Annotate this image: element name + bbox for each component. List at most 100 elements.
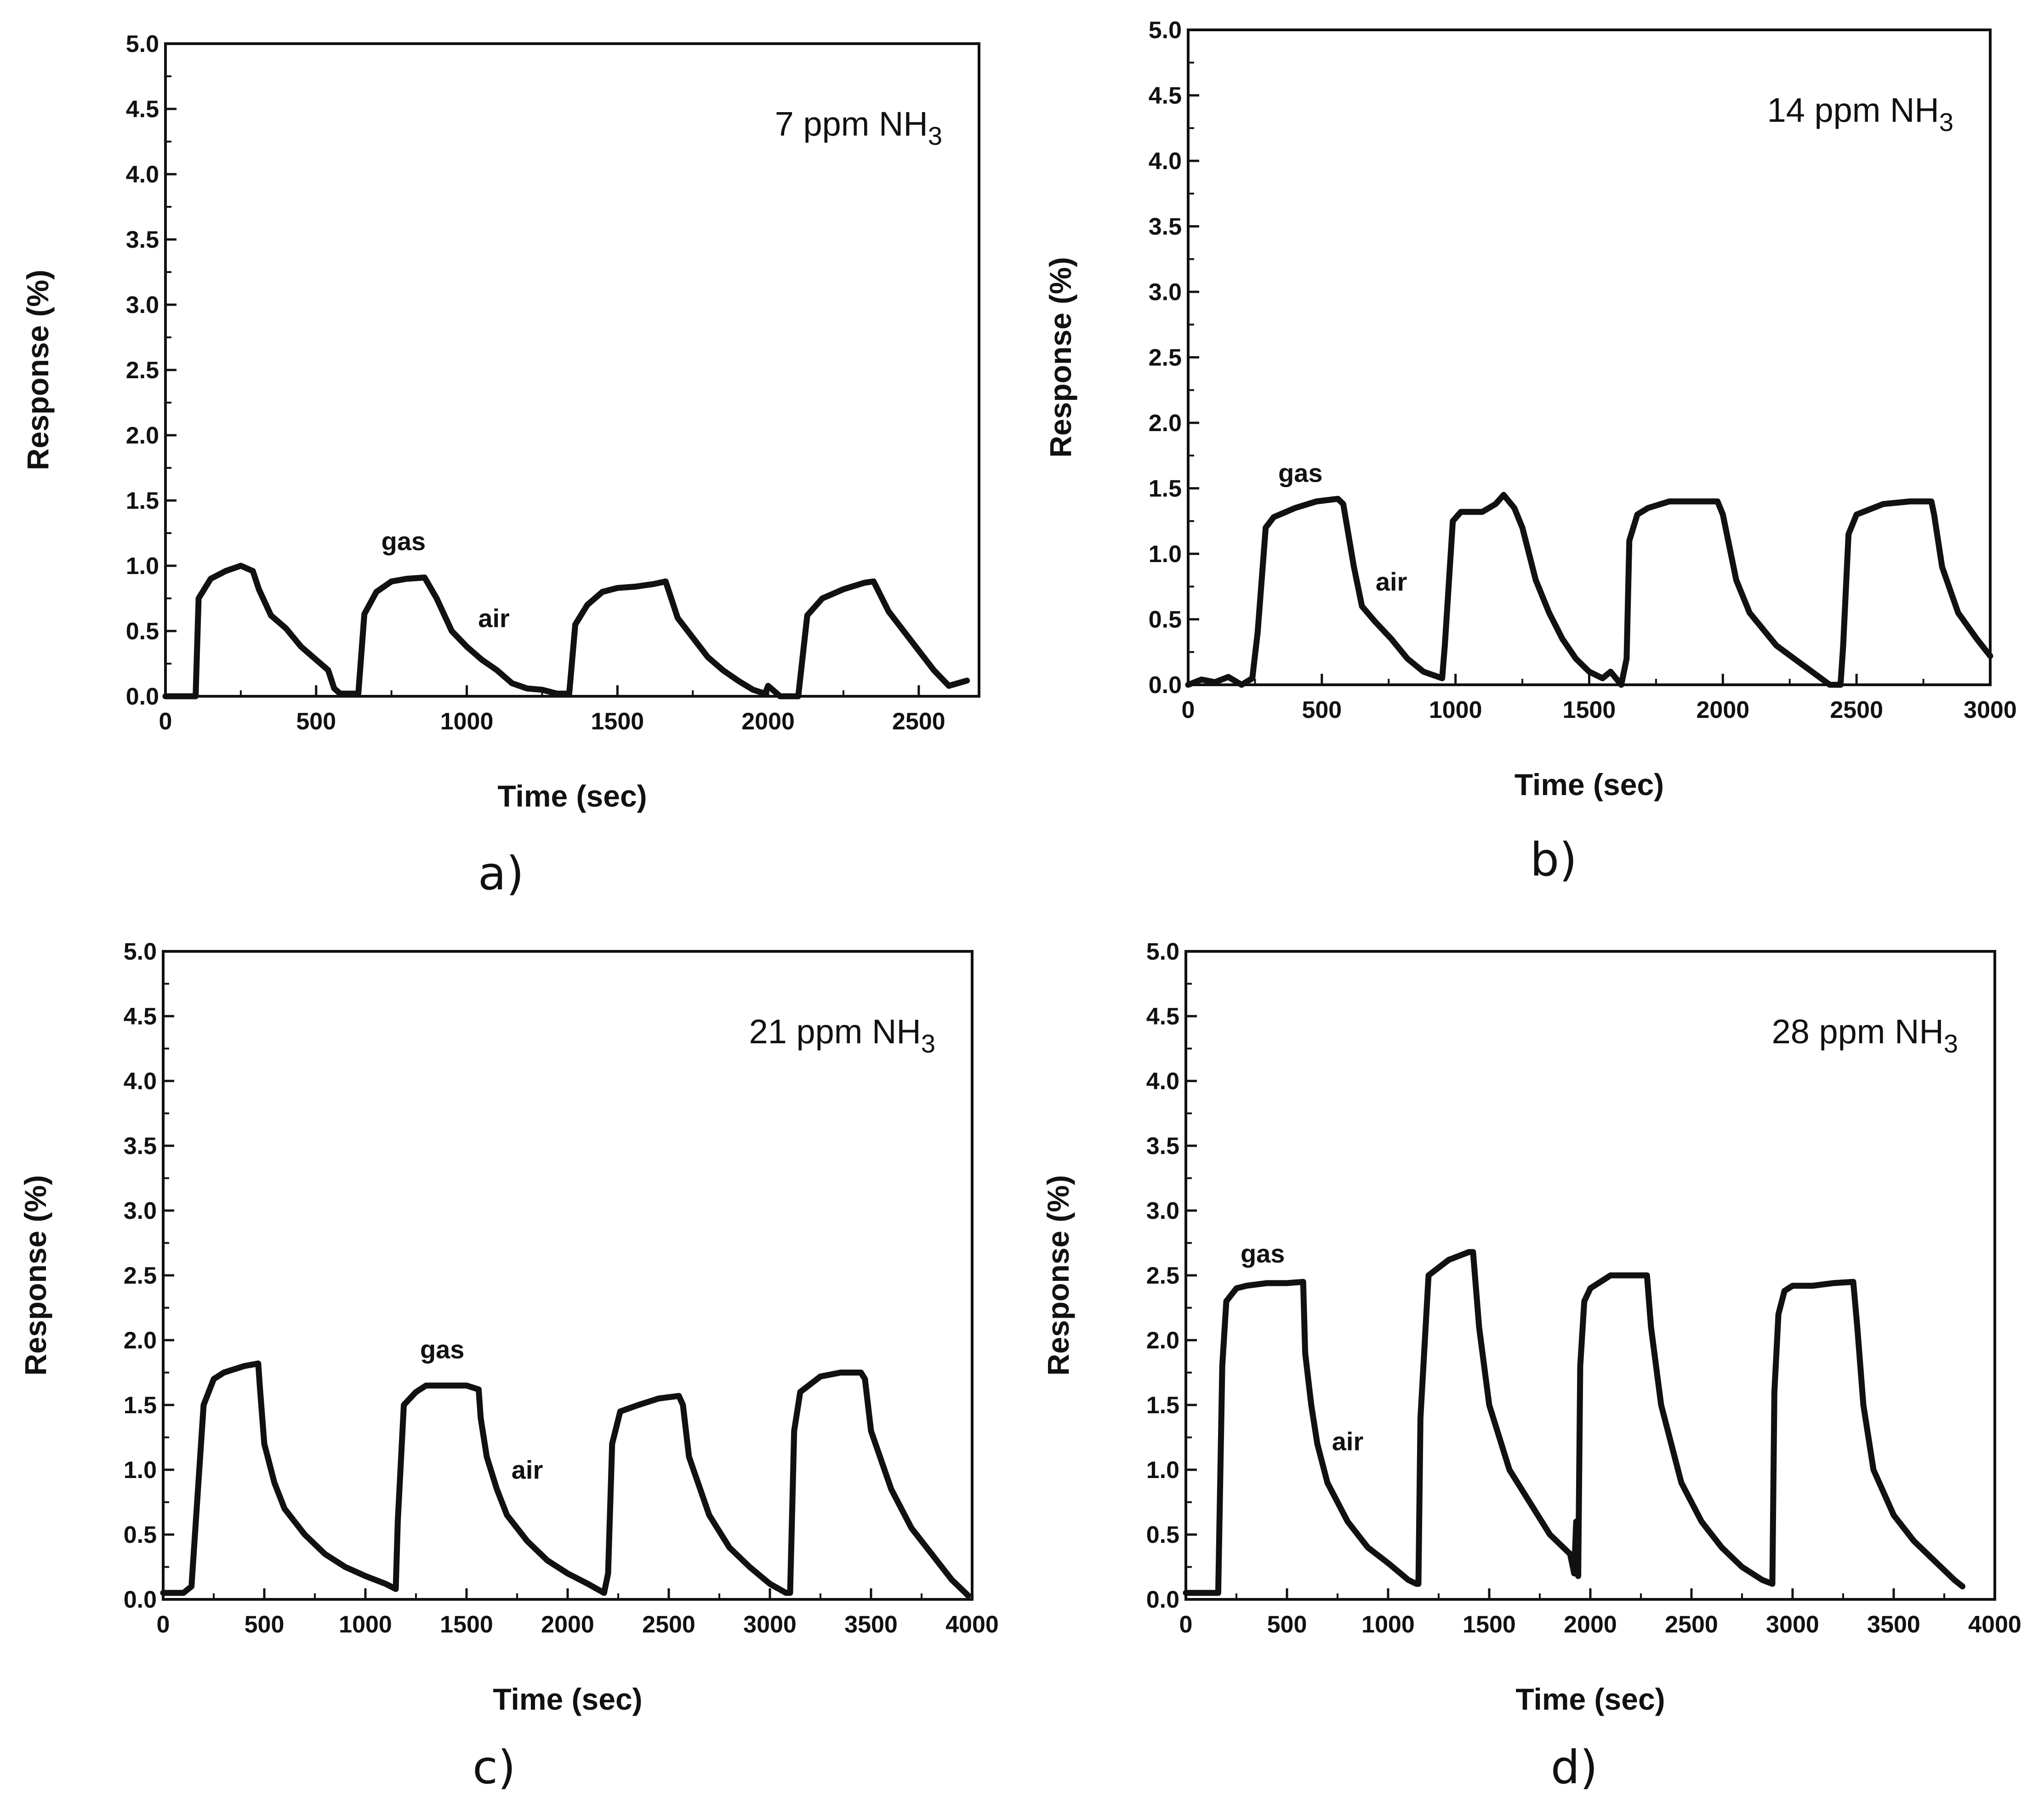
- y-tick-label: 1.0: [1149, 541, 1182, 568]
- y-axis-title: Response (%): [18, 1175, 52, 1376]
- series-line: [162, 563, 970, 699]
- y-tick-label: 3.5: [1149, 214, 1182, 240]
- annotation-air: air: [512, 1456, 543, 1484]
- y-tick-label: 0.5: [124, 1522, 157, 1548]
- x-tick-label: 2000: [741, 708, 795, 735]
- chart-title: 14 ppm NH3: [1767, 91, 1953, 136]
- x-tick-label: 4000: [945, 1611, 999, 1638]
- x-tick-label: 2500: [642, 1611, 695, 1638]
- panel-label: b): [1530, 833, 1577, 887]
- x-tick-label: 0: [157, 1611, 170, 1638]
- x-tick-label: 1500: [591, 708, 644, 735]
- y-tick-label: 1.5: [1149, 476, 1182, 502]
- y-tick-label: 3.5: [126, 227, 159, 253]
- x-axis-title: Time (sec): [493, 1682, 642, 1716]
- x-tick-label: 2500: [1665, 1611, 1718, 1638]
- x-tick-label: 2000: [541, 1611, 594, 1638]
- y-tick-label: 2.0: [1149, 410, 1182, 437]
- y-tick-label: 4.5: [1149, 83, 1182, 109]
- y-tick-label: 0.0: [1149, 672, 1182, 699]
- y-tick-label: 0.5: [1146, 1522, 1179, 1548]
- y-tick-label: 5.0: [1149, 17, 1182, 44]
- y-tick-label: 5.0: [1146, 938, 1179, 965]
- x-tick-label: 3500: [844, 1611, 898, 1638]
- annotation-gas: gas: [420, 1335, 465, 1364]
- y-tick-label: 1.0: [126, 553, 159, 580]
- panel-d: 0.0 0.5 1.0 1.5 2.0 2.5 3.0 3.5 4.0 4.5 5.0 0 500 100…: [1041, 938, 2021, 1794]
- panel-label: a): [478, 847, 524, 900]
- x-tick-label: 3000: [743, 1611, 797, 1638]
- series-line: [160, 1360, 971, 1598]
- x-tick-label: 1000: [1361, 1611, 1415, 1638]
- y-axis-title: Response (%): [21, 270, 55, 470]
- y-tick-label: 0.5: [1149, 607, 1182, 633]
- x-tick-label: 1500: [440, 1611, 493, 1638]
- y-tick-label: 1.5: [126, 488, 159, 514]
- x-tick-label: 500: [1267, 1611, 1307, 1638]
- y-tick-label: 3.0: [126, 292, 159, 318]
- panel-a: 0.0 0.5 1.0 1.5 2.0 2.5 3.0 3.5 4.0 4.5 5.0 0 500 100…: [21, 31, 980, 900]
- y-tick-label: 1.5: [1146, 1392, 1179, 1419]
- x-tick-label: 500: [296, 708, 336, 735]
- x-tick-label: 1500: [1563, 697, 1616, 723]
- y-tick-label: 4.0: [124, 1068, 157, 1095]
- y-tick-label: 2.5: [124, 1262, 157, 1289]
- y-tick-label: 2.0: [1146, 1327, 1179, 1354]
- x-tick-label: 4000: [1968, 1611, 2021, 1638]
- x-axis-title: Time (sec): [497, 779, 647, 813]
- panel-label: c): [473, 1740, 516, 1794]
- x-tick-label: 1000: [440, 708, 494, 735]
- x-tick-label: 2000: [1564, 1611, 1617, 1638]
- y-tick-label: 2.0: [126, 422, 159, 449]
- x-tick-label: 500: [1302, 697, 1342, 723]
- y-axis-title: Response (%): [1043, 257, 1077, 457]
- chart-title: 7 ppm NH3: [775, 105, 942, 150]
- annotation-air: air: [1376, 567, 1407, 596]
- x-tick-label: 2500: [1830, 697, 1883, 723]
- x-tick-label: 2500: [892, 708, 945, 735]
- y-tick-label: 0.0: [126, 683, 159, 710]
- y-tick-label: 3.5: [124, 1133, 157, 1160]
- y-tick-label: 3.0: [124, 1198, 157, 1224]
- y-tick-label: 4.0: [1149, 148, 1182, 175]
- y-tick-label: 3.0: [1149, 279, 1182, 306]
- y-tick-label: 0.0: [1146, 1587, 1179, 1613]
- x-tick-label: 1500: [1463, 1611, 1516, 1638]
- x-tick-label: 0: [1179, 1611, 1193, 1638]
- x-tick-label: 500: [245, 1611, 285, 1638]
- annotation-gas: gas: [381, 527, 426, 556]
- y-tick-label: 5.0: [126, 31, 159, 57]
- y-tick-label: 2.0: [124, 1327, 157, 1354]
- y-tick-label: 3.5: [1146, 1133, 1179, 1160]
- panel-c: 0.0 0.5 1.0 1.5 2.0 2.5 3.0 3.5 4.0 4.5 5.0 0 500 100…: [18, 938, 999, 1794]
- y-tick-label: 5.0: [124, 938, 157, 965]
- panel-label: d): [1551, 1740, 1598, 1794]
- chart-title: 21 ppm NH3: [749, 1012, 935, 1058]
- annotation-gas: gas: [1241, 1239, 1285, 1268]
- x-tick-label: 1000: [1429, 697, 1482, 723]
- y-tick-label: 4.5: [1146, 1003, 1179, 1030]
- y-tick-label: 4.0: [126, 161, 159, 188]
- y-tick-label: 4.5: [126, 96, 159, 123]
- panel-b: 0.0 0.5 1.0 1.5 2.0 2.5 3.0 3.5 4.0 4.5 5.0 0 500 100…: [1043, 17, 2017, 887]
- y-tick-label: 2.5: [1146, 1262, 1179, 1289]
- x-tick-label: 3500: [1867, 1611, 1920, 1638]
- x-tick-label: 0: [1182, 697, 1195, 723]
- x-tick-label: 3000: [1766, 1611, 1819, 1638]
- annotation-air: air: [1332, 1427, 1364, 1456]
- y-tick-label: 1.0: [1146, 1457, 1179, 1484]
- y-axis-title: Response (%): [1041, 1175, 1075, 1376]
- y-tick-label: 4.5: [124, 1003, 157, 1030]
- annotation-gas: gas: [1278, 458, 1323, 487]
- y-tick-label: 4.0: [1146, 1068, 1179, 1095]
- x-tick-label: 1000: [339, 1611, 392, 1638]
- y-tick-label: 2.5: [126, 357, 159, 384]
- annotation-air: air: [478, 603, 510, 632]
- series-line: [1183, 1249, 1966, 1596]
- y-tick-label: 1.0: [124, 1457, 157, 1484]
- y-tick-label: 3.0: [1146, 1198, 1179, 1224]
- x-axis-title: Time (sec): [1514, 768, 1664, 802]
- x-axis-title: Time (sec): [1515, 1682, 1665, 1716]
